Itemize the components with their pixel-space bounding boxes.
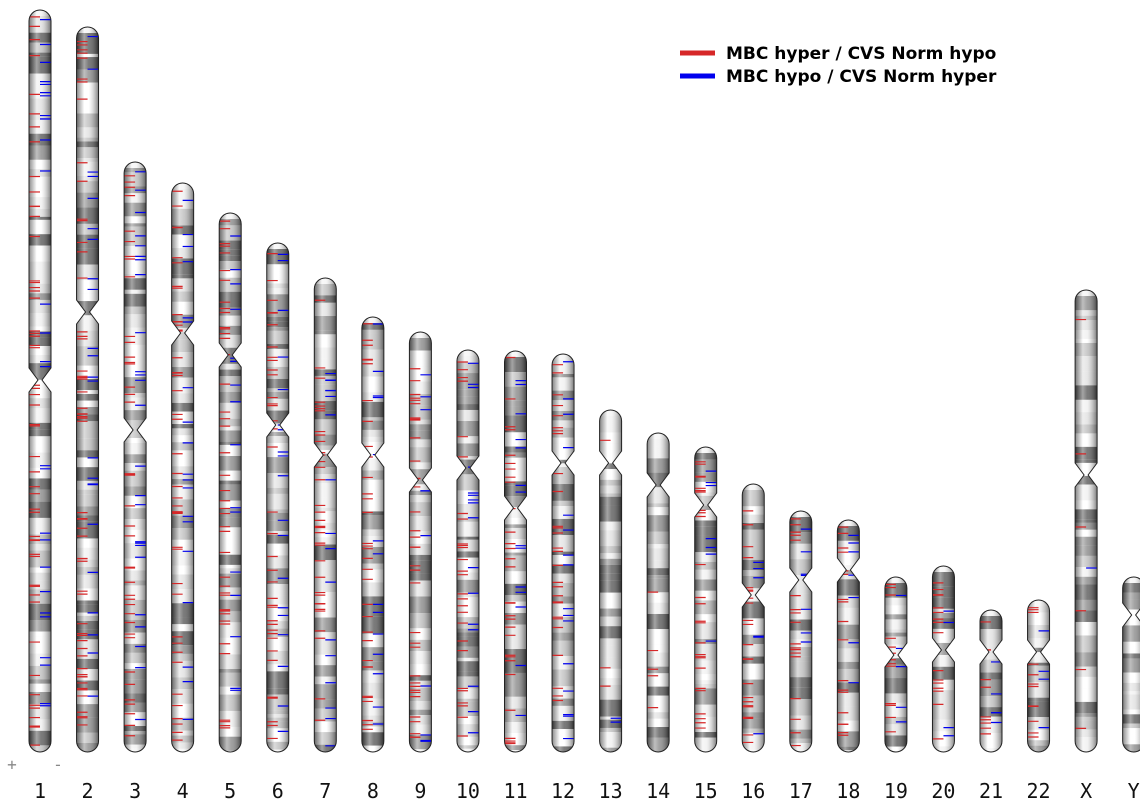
shade — [77, 27, 99, 752]
chromosome — [790, 511, 812, 756]
shade — [695, 447, 717, 752]
chromosome — [124, 162, 146, 752]
chromosome-label: 13 — [599, 779, 623, 801]
shade — [457, 350, 479, 752]
chromosome — [837, 520, 859, 752]
shade — [932, 566, 954, 752]
legend-label: MBC hypo / CVS Norm hyper — [726, 67, 997, 87]
shade — [600, 410, 622, 752]
chromosome-label: 12 — [551, 779, 575, 801]
chromosome — [172, 183, 194, 752]
shade — [267, 243, 289, 752]
chromosome-label: 14 — [646, 779, 670, 801]
chromosome — [219, 213, 241, 752]
chromosome-label: 8 — [367, 779, 379, 801]
chromosome — [932, 566, 954, 754]
chromosome-label: 15 — [694, 779, 718, 801]
shade — [980, 610, 1002, 752]
chromosome-label: 6 — [272, 779, 284, 801]
legend: MBC hyper / CVS Norm hypo MBC hypo / CVS… — [680, 44, 997, 87]
shade — [1123, 577, 1140, 752]
chromosome — [457, 350, 479, 752]
chromosome — [1075, 290, 1097, 752]
chromosome-label: 1 — [34, 779, 46, 801]
chromosome-label: 4 — [177, 779, 189, 801]
chromosome-label: 11 — [503, 779, 527, 801]
chromosome — [409, 332, 431, 752]
shade — [314, 278, 336, 752]
chromosome — [885, 577, 907, 763]
strand-minus: - — [53, 755, 63, 774]
shade — [790, 511, 812, 752]
chromosome — [505, 351, 527, 752]
chromosome-label: 22 — [1027, 779, 1051, 801]
karyogram: + - 12345678910111213141516171819202122X… — [0, 0, 1140, 801]
chromosome-label: 3 — [129, 779, 141, 801]
chromosome — [742, 484, 764, 752]
chromosome-label: 16 — [741, 779, 765, 801]
shade — [837, 520, 859, 752]
shade — [885, 577, 907, 752]
chromosome — [600, 410, 622, 757]
chromosome-label: Y — [1128, 779, 1140, 801]
shade — [362, 317, 384, 752]
chromosome-label: 10 — [456, 779, 480, 801]
chromosome-label: 2 — [82, 779, 94, 801]
shade — [505, 351, 527, 752]
chromosome — [29, 10, 51, 759]
chromosome-label: 17 — [789, 779, 813, 801]
chromosome-label: 20 — [931, 779, 955, 801]
chromosome — [647, 433, 669, 752]
chromosome-label: 9 — [414, 779, 426, 801]
chromosome — [980, 610, 1002, 752]
strand-plus: + — [7, 755, 17, 774]
chromosome-label: 5 — [224, 779, 236, 801]
chromosome-label: 18 — [836, 779, 860, 801]
chromosome — [314, 278, 336, 753]
chromosome-label: 7 — [319, 779, 331, 801]
chromosome — [267, 243, 289, 752]
chromosome — [1123, 577, 1140, 752]
shade — [29, 10, 51, 752]
shade — [1028, 600, 1050, 752]
chromosome — [695, 447, 717, 753]
chromosome — [552, 354, 574, 762]
shade — [219, 213, 241, 752]
chromosome — [1028, 600, 1050, 761]
chromosome — [362, 317, 384, 760]
chromosome — [77, 27, 99, 754]
shade — [1075, 290, 1097, 752]
chromosomes — [29, 10, 1140, 763]
chromosome-label: 19 — [884, 779, 908, 801]
legend-label: MBC hyper / CVS Norm hypo — [726, 44, 996, 64]
shade — [124, 162, 146, 752]
chromosome-label: 21 — [979, 779, 1003, 801]
chromosome-label: X — [1080, 779, 1092, 801]
